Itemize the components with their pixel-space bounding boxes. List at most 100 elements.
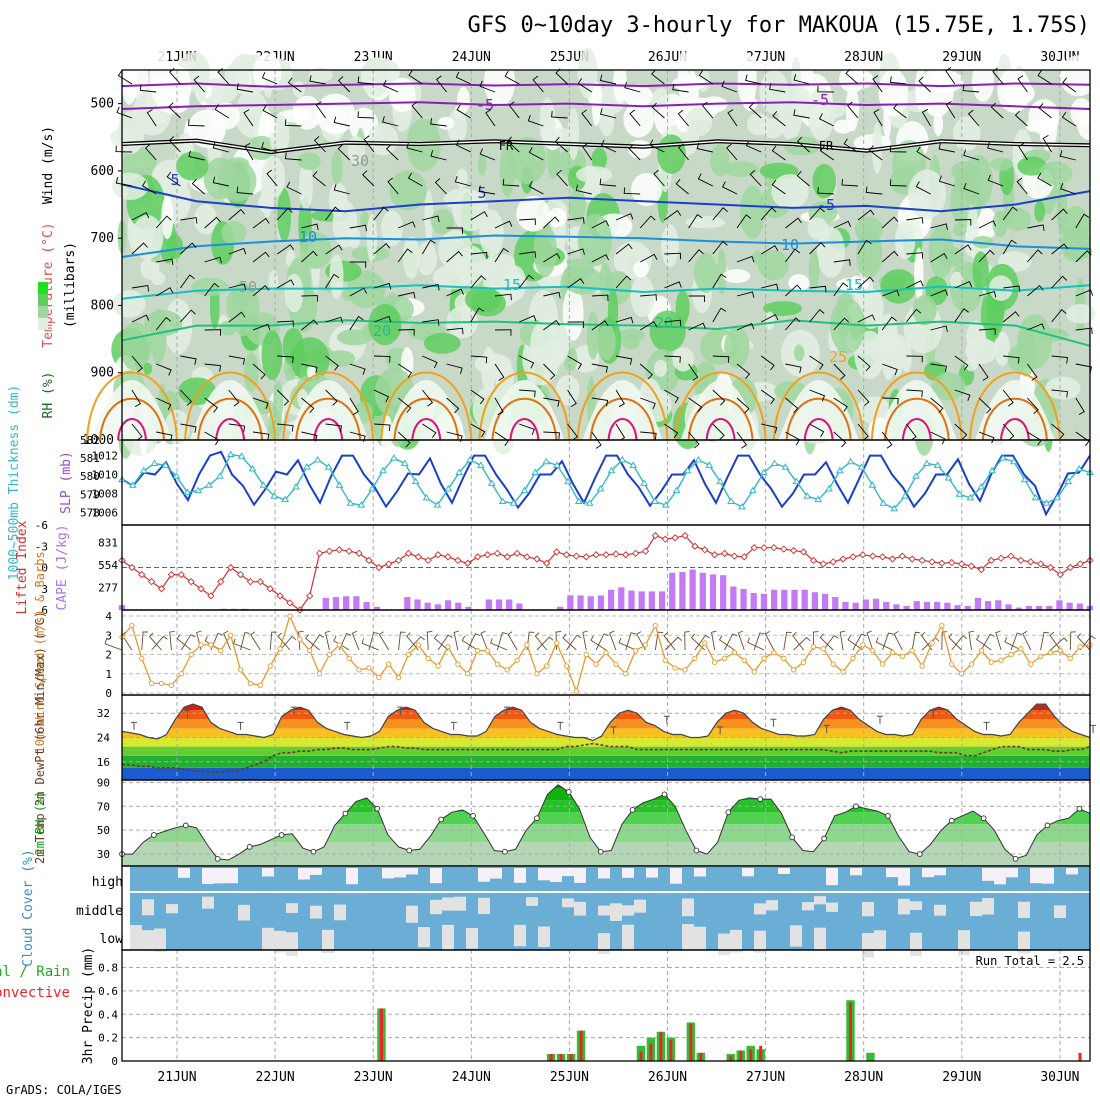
lifted-index-marker bbox=[839, 555, 847, 563]
rh-cell bbox=[694, 252, 719, 293]
wind-barb bbox=[446, 250, 463, 263]
wind-barb bbox=[398, 329, 415, 336]
wind-barb bbox=[337, 144, 351, 161]
lifted-index-marker bbox=[592, 551, 600, 559]
wind-barb bbox=[930, 397, 944, 413]
date-label-bottom: 27JUN bbox=[746, 1070, 785, 1085]
wind-barb bbox=[284, 119, 302, 127]
wind-barb bbox=[1075, 327, 1093, 335]
wind-speed-marker bbox=[870, 648, 876, 654]
wind-barb-10m bbox=[1004, 637, 1022, 651]
wind-barb bbox=[615, 243, 633, 255]
isotherm-30 bbox=[981, 397, 1048, 441]
wind-barb bbox=[796, 170, 810, 187]
wind-speed-marker bbox=[267, 663, 273, 669]
wind-speed-marker bbox=[524, 642, 530, 648]
precip-tick-label: 0.2 bbox=[98, 1032, 118, 1045]
cloud-high-gap bbox=[694, 868, 706, 877]
cape-bar bbox=[964, 605, 971, 610]
precip-convective-bar bbox=[559, 1053, 563, 1061]
minmax-bar bbox=[184, 709, 191, 718]
wind-barb bbox=[456, 104, 472, 119]
lifted-index-marker bbox=[760, 544, 768, 552]
lifted-index-marker bbox=[671, 534, 679, 542]
wind-speed-marker bbox=[376, 674, 382, 681]
wind-barb-10m bbox=[1079, 635, 1096, 651]
wind-barb bbox=[373, 423, 391, 432]
rh-cell bbox=[161, 195, 174, 240]
thickness-marker bbox=[890, 504, 899, 512]
cloud-high-gap bbox=[346, 868, 358, 885]
dry-hump bbox=[974, 380, 1055, 440]
precip-tick-label: 0 bbox=[111, 1055, 118, 1068]
wind-barb bbox=[712, 355, 730, 363]
cape-bar bbox=[648, 591, 655, 610]
wind-barb bbox=[833, 282, 849, 297]
wind-speed-marker bbox=[830, 661, 836, 667]
wind-barb bbox=[1014, 110, 1028, 127]
wind-speed-marker bbox=[692, 655, 698, 661]
rh-cell bbox=[367, 123, 399, 156]
wind-barb-10m bbox=[507, 631, 518, 651]
thickness-marker bbox=[542, 457, 551, 465]
wind-barb bbox=[678, 143, 689, 161]
cloud-mid-gap bbox=[862, 901, 874, 917]
wind-barb bbox=[349, 261, 367, 268]
rh-legend-swatch bbox=[38, 282, 48, 294]
wind-barb bbox=[1051, 355, 1069, 364]
wind-barb bbox=[978, 328, 996, 335]
wind-barb bbox=[841, 178, 859, 187]
wind-barb bbox=[599, 108, 617, 119]
lifted-index-marker bbox=[780, 545, 788, 553]
wind-barb bbox=[373, 389, 390, 403]
wind-barb bbox=[435, 75, 447, 93]
wind-barb bbox=[1060, 183, 1076, 195]
wind-barb bbox=[962, 84, 980, 93]
thickness-marker bbox=[803, 492, 812, 499]
wind-barb bbox=[494, 431, 509, 447]
rh-cell bbox=[166, 234, 184, 260]
temp-tick-label: 32 bbox=[97, 707, 110, 720]
thickness-marker bbox=[922, 459, 931, 467]
cape-bar bbox=[944, 602, 951, 610]
rh-cell bbox=[907, 169, 947, 219]
rh-marker bbox=[1044, 822, 1051, 829]
date-label-top: 28JUN bbox=[844, 50, 883, 65]
wind-barb-10m bbox=[496, 632, 508, 651]
wind-speed-marker bbox=[405, 651, 412, 658]
cloud-high-gap bbox=[538, 868, 550, 881]
rh-cell bbox=[194, 59, 208, 104]
wind-barb-10m bbox=[566, 634, 582, 651]
wind-barb bbox=[954, 389, 971, 401]
lifted-index-marker bbox=[167, 570, 176, 579]
wind-barb bbox=[639, 215, 656, 229]
rh-marker bbox=[757, 796, 764, 802]
rh-cell bbox=[900, 342, 913, 373]
cape-bar bbox=[363, 601, 370, 610]
thickness-marker bbox=[814, 495, 822, 503]
cape-bar bbox=[597, 595, 605, 610]
wind-barb bbox=[315, 101, 326, 119]
cloud-high-gap bbox=[202, 868, 214, 885]
cape-bar bbox=[353, 596, 360, 610]
wind-barb-10m bbox=[664, 636, 683, 651]
cloud-high-gap bbox=[394, 868, 406, 878]
rh-cell bbox=[389, 170, 427, 211]
date-label-bottom: 21JUN bbox=[157, 1070, 196, 1085]
cape-bar bbox=[923, 601, 931, 610]
wind-barb bbox=[494, 329, 512, 336]
wind-barb-10m bbox=[398, 631, 406, 651]
thickness-marker bbox=[988, 466, 996, 474]
wind-barb bbox=[228, 208, 246, 221]
isotherm-25 bbox=[380, 371, 473, 441]
wind-barb bbox=[407, 172, 423, 187]
rh-tick-label: 90 bbox=[97, 776, 110, 789]
wind-barb bbox=[736, 431, 748, 449]
wind-speed-marker bbox=[435, 663, 441, 669]
cape-bar bbox=[750, 593, 757, 610]
cloud-low-gap bbox=[1018, 931, 1030, 954]
wind-barb bbox=[180, 423, 197, 433]
wind-barb bbox=[600, 139, 617, 153]
wind-barb bbox=[180, 309, 196, 323]
cloud-level-middle: middle bbox=[76, 904, 123, 919]
